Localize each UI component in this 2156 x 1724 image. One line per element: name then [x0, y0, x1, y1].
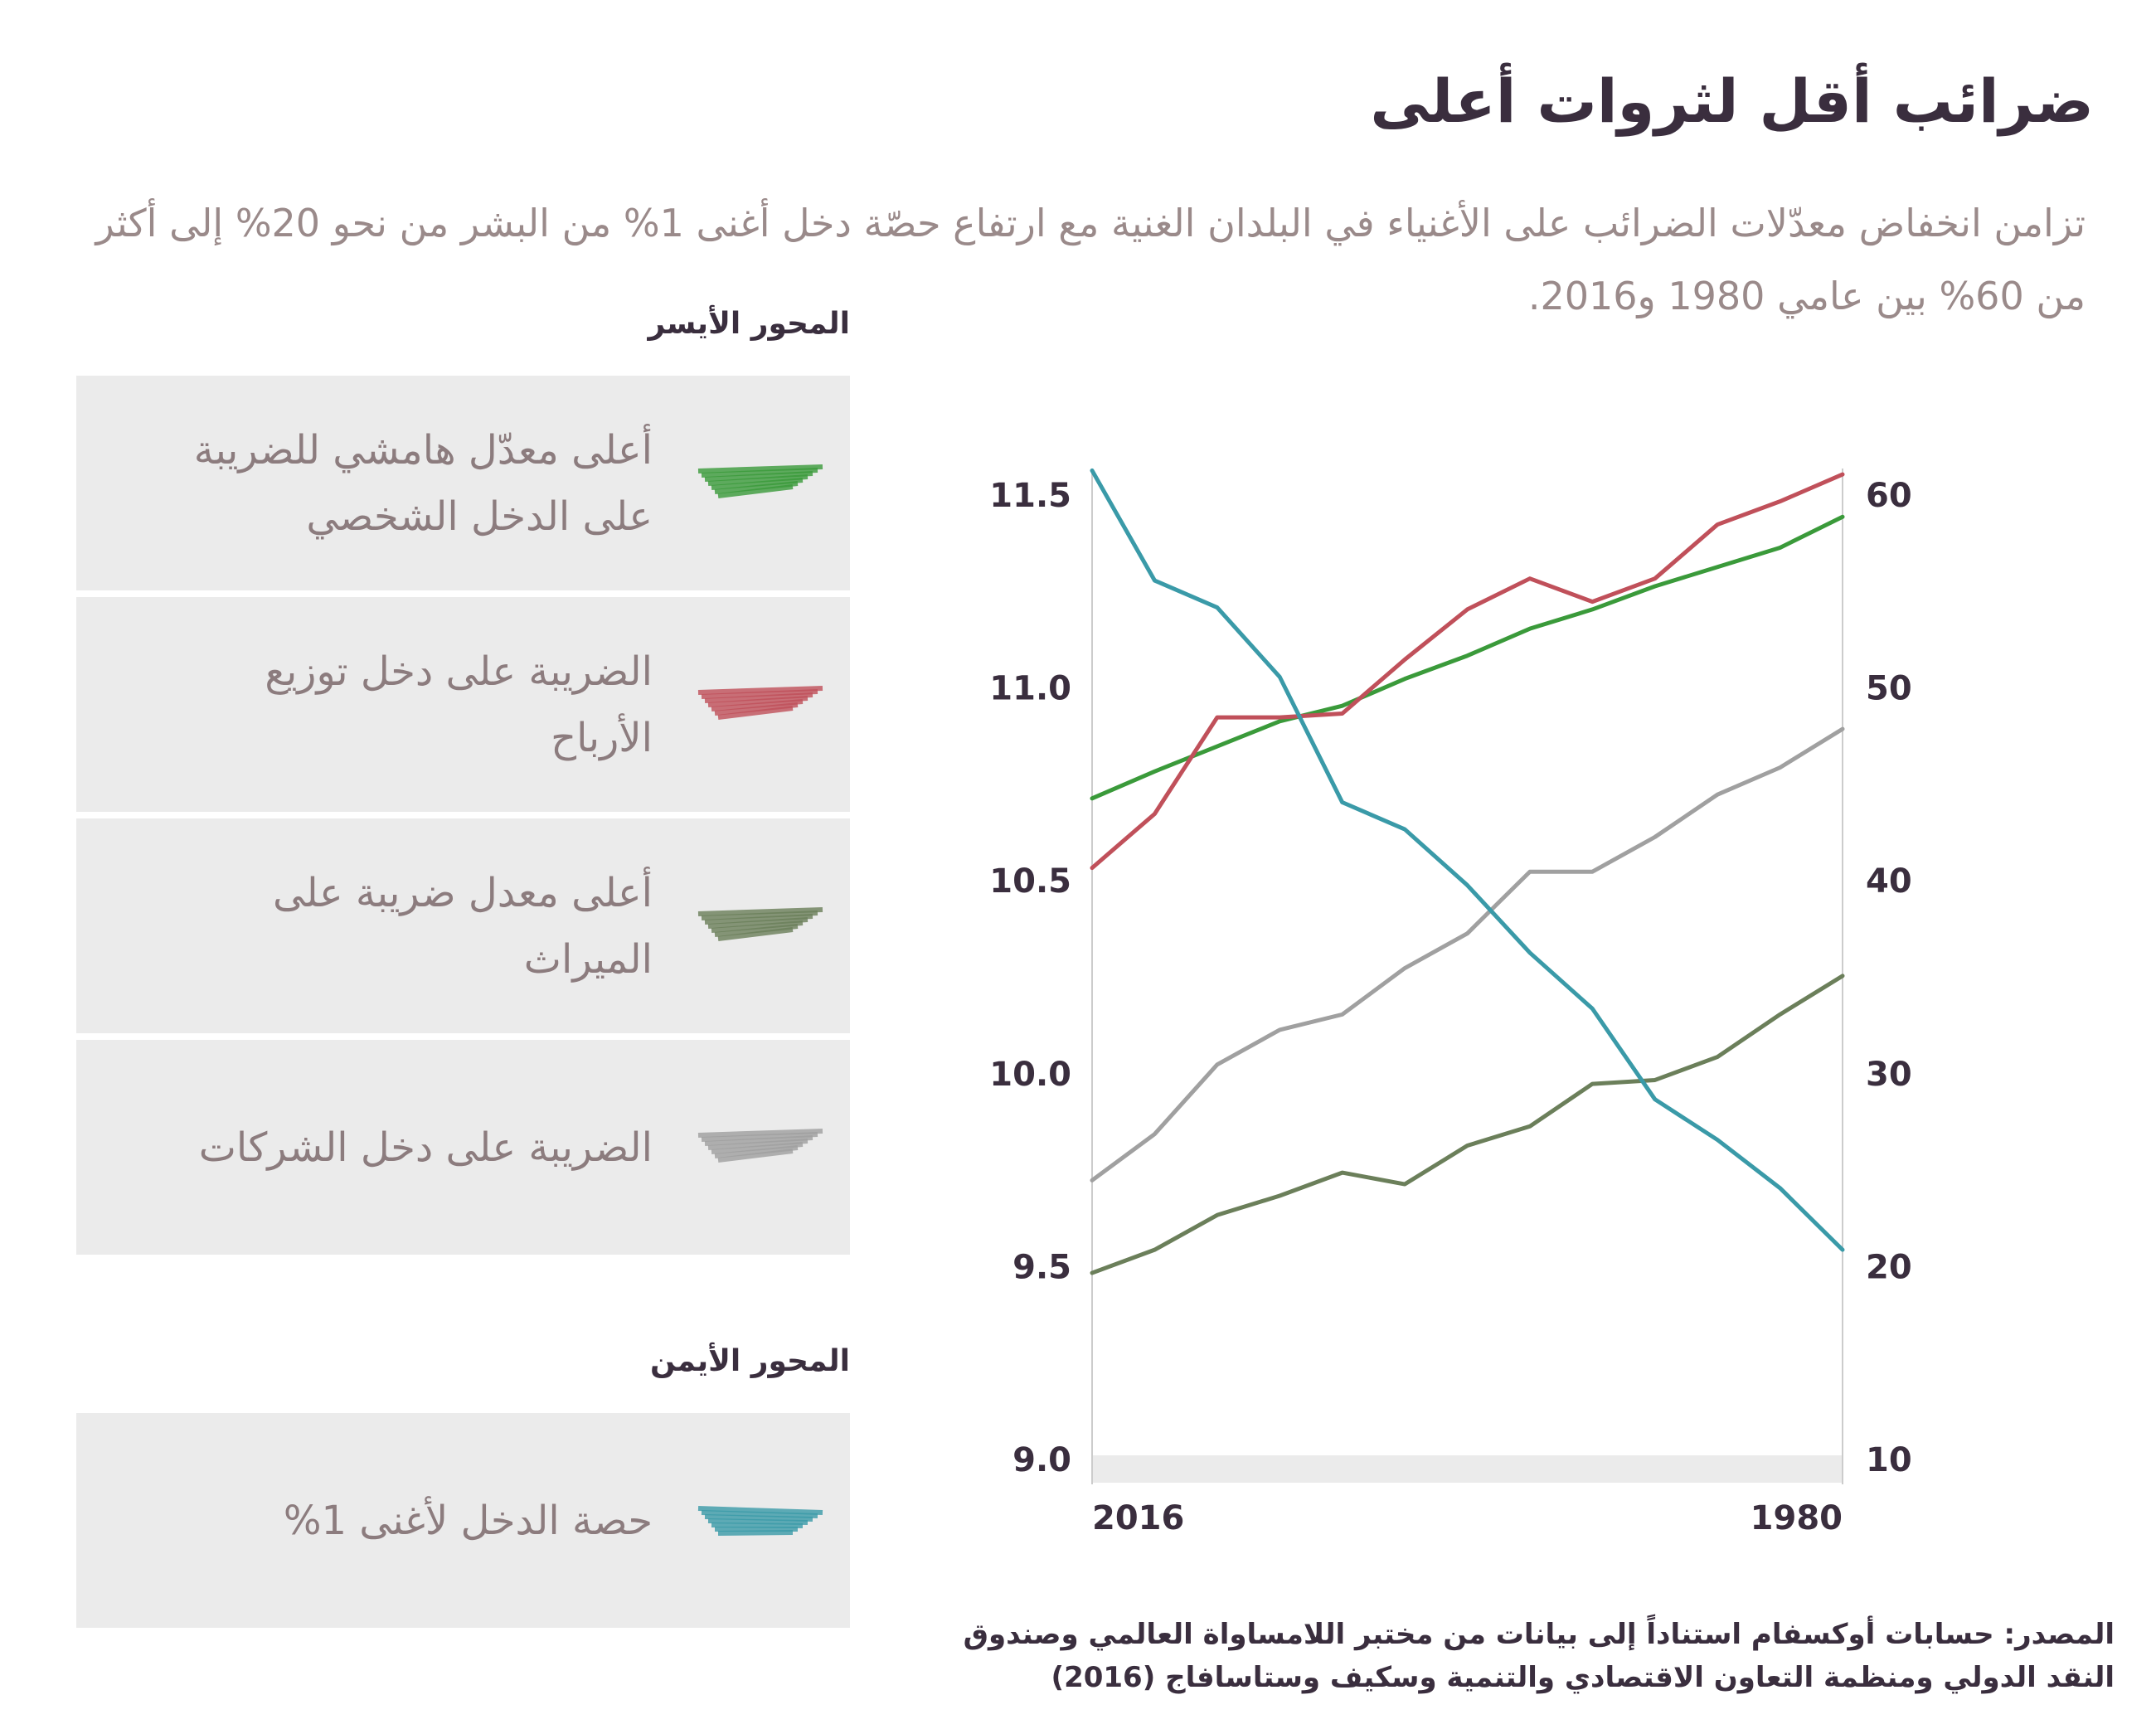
y2-tick-label: 10 — [1866, 1441, 1912, 1479]
legend-stroke — [701, 468, 818, 478]
legend-stroke — [717, 706, 794, 720]
legend-swatch — [697, 464, 823, 498]
legend-stroke — [707, 1518, 808, 1525]
y-tick-label: 10.0 — [989, 1056, 1071, 1094]
legend-stroke — [701, 911, 818, 920]
y-tick-label: 9.0 — [1012, 1441, 1071, 1479]
legend-label: أعلى معدل ضريبة على الميراث — [273, 869, 653, 983]
legend-stroke — [717, 1149, 794, 1163]
legend-stroke — [717, 1530, 794, 1536]
legend-stroke — [704, 1514, 813, 1522]
y2-tick-label: 60 — [1866, 477, 1912, 515]
legend-stroke — [704, 914, 813, 925]
series-line — [1090, 514, 1845, 801]
legend-heading: المحور الأيسر — [648, 307, 850, 341]
legend-swatch — [697, 1506, 823, 1536]
y-tick-label: 11.0 — [989, 670, 1071, 708]
y-tick-label: 11.5 — [989, 477, 1071, 515]
x-tick-label: 2016 — [1092, 1499, 1184, 1537]
legend-stroke — [711, 478, 804, 490]
series-line — [1090, 468, 1845, 1252]
legend-stroke — [701, 689, 818, 699]
legend-stroke — [697, 686, 823, 695]
y2-tick-label: 30 — [1866, 1056, 1912, 1094]
x-tick-label: 1980 — [1751, 1499, 1843, 1537]
legend-stroke — [714, 481, 799, 494]
legend-stroke — [717, 927, 794, 941]
legend-stroke — [704, 471, 813, 482]
legend-swatch — [697, 907, 823, 941]
legend-stroke — [711, 920, 804, 933]
legend-label: أعلى معدّل هامشي للضريبة على الدخل الشخص… — [193, 426, 653, 540]
legend-stroke — [704, 1135, 813, 1146]
series-line — [1090, 472, 1845, 871]
legend-stroke — [697, 1129, 823, 1138]
legend-stroke — [707, 474, 808, 486]
y2-tick-label: 50 — [1866, 670, 1912, 708]
legend-stroke — [711, 1142, 804, 1154]
y2-tick-label: 40 — [1866, 862, 1912, 901]
legend-stroke — [711, 699, 804, 711]
legend-stroke — [697, 464, 823, 473]
legend-swatch — [697, 1129, 823, 1163]
legend-label: حصة الدخل لأغنى 1% — [283, 1497, 653, 1544]
legend-stroke — [697, 1506, 823, 1515]
legend-label: الضريبة على دخل توزيع الأرباح — [265, 648, 653, 761]
series-line — [1090, 974, 1845, 1275]
legend-swatch — [697, 686, 823, 720]
legend-heading: المحور الأيمن — [650, 1344, 850, 1378]
subtitle: تزامن انخفاض معدّلات الضرائب على الأغنيا… — [95, 201, 2086, 318]
legend-stroke — [714, 702, 799, 716]
legend-stroke — [711, 1522, 804, 1528]
legend-stroke — [701, 1510, 818, 1518]
legend-stroke — [701, 1132, 818, 1142]
legend-item: الضريبة على دخل الشركات — [76, 1040, 850, 1255]
series-line — [1090, 726, 1845, 1183]
legend-stroke — [717, 484, 794, 498]
title: ضرائب أقل لثروات أعلى — [1370, 66, 2094, 136]
source: المصدر: حسابات أوكسفام استناداً إلى بيان… — [963, 1618, 2115, 1694]
y-tick-label: 9.5 — [1012, 1248, 1071, 1286]
legend-item: أعلى معدل ضريبة على الميراث — [76, 818, 850, 1033]
legend-stroke — [707, 1139, 808, 1150]
y2-tick-label: 20 — [1866, 1248, 1912, 1286]
legend-item: حصة الدخل لأغنى 1% — [76, 1413, 850, 1628]
legend-stroke — [707, 696, 808, 707]
legend-stroke — [714, 924, 799, 937]
baseline-band — [1092, 1455, 1843, 1483]
legend-stroke — [704, 692, 813, 703]
legend-item: الضريبة على دخل توزيع الأرباح — [76, 597, 850, 812]
legend-item: أعلى معدّل هامشي للضريبة على الدخل الشخص… — [76, 376, 850, 590]
legend-label: الضريبة على دخل الشركات — [198, 1124, 653, 1171]
legend-stroke — [697, 907, 823, 916]
y-tick-label: 10.5 — [989, 862, 1071, 901]
legend-stroke — [714, 1145, 799, 1158]
legend-stroke — [707, 917, 808, 929]
